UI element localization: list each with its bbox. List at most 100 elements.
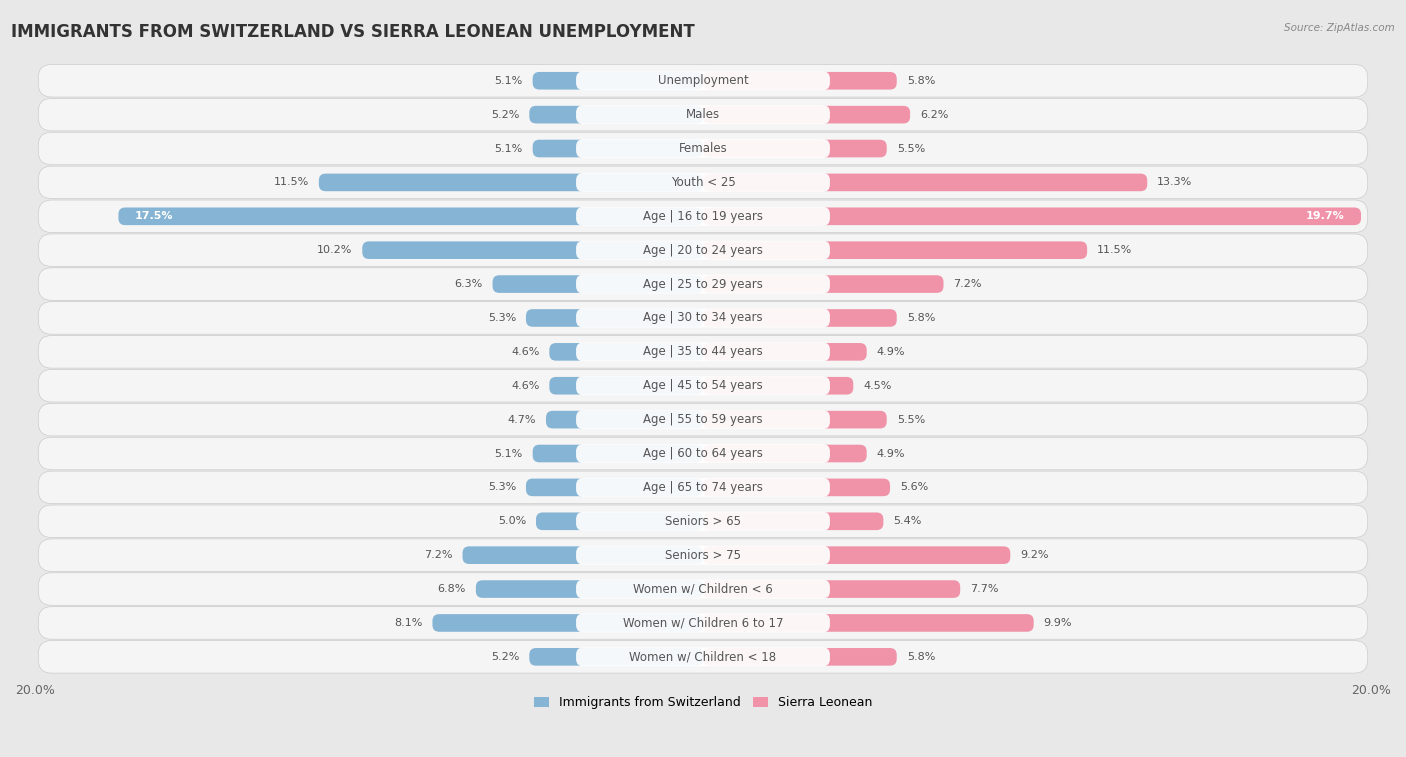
FancyBboxPatch shape (475, 581, 703, 598)
FancyBboxPatch shape (38, 640, 1368, 673)
FancyBboxPatch shape (533, 444, 703, 463)
Text: 5.8%: 5.8% (907, 652, 935, 662)
Text: Women w/ Children < 18: Women w/ Children < 18 (630, 650, 776, 663)
Text: 5.0%: 5.0% (498, 516, 526, 526)
FancyBboxPatch shape (703, 444, 866, 463)
Text: Youth < 25: Youth < 25 (671, 176, 735, 189)
FancyBboxPatch shape (38, 539, 1368, 572)
FancyBboxPatch shape (703, 140, 887, 157)
Text: 5.5%: 5.5% (897, 415, 925, 425)
Text: 6.3%: 6.3% (454, 279, 482, 289)
Text: Age | 65 to 74 years: Age | 65 to 74 years (643, 481, 763, 494)
FancyBboxPatch shape (533, 140, 703, 157)
FancyBboxPatch shape (703, 478, 890, 496)
FancyBboxPatch shape (703, 241, 1087, 259)
FancyBboxPatch shape (576, 308, 830, 328)
Text: 5.1%: 5.1% (495, 76, 523, 86)
Text: 4.9%: 4.9% (877, 448, 905, 459)
FancyBboxPatch shape (576, 241, 830, 260)
Text: 5.3%: 5.3% (488, 482, 516, 492)
Text: IMMIGRANTS FROM SWITZERLAND VS SIERRA LEONEAN UNEMPLOYMENT: IMMIGRANTS FROM SWITZERLAND VS SIERRA LE… (11, 23, 695, 41)
FancyBboxPatch shape (529, 106, 703, 123)
FancyBboxPatch shape (463, 547, 703, 564)
FancyBboxPatch shape (576, 613, 830, 632)
FancyBboxPatch shape (576, 478, 830, 497)
Text: Age | 16 to 19 years: Age | 16 to 19 years (643, 210, 763, 223)
Text: 5.5%: 5.5% (897, 144, 925, 154)
FancyBboxPatch shape (576, 444, 830, 463)
FancyBboxPatch shape (576, 139, 830, 158)
FancyBboxPatch shape (703, 581, 960, 598)
FancyBboxPatch shape (550, 377, 703, 394)
Text: Age | 30 to 34 years: Age | 30 to 34 years (643, 311, 763, 325)
FancyBboxPatch shape (703, 72, 897, 89)
Text: Source: ZipAtlas.com: Source: ZipAtlas.com (1284, 23, 1395, 33)
Text: Age | 45 to 54 years: Age | 45 to 54 years (643, 379, 763, 392)
Text: 10.2%: 10.2% (316, 245, 353, 255)
Text: Age | 25 to 29 years: Age | 25 to 29 years (643, 278, 763, 291)
Text: 4.6%: 4.6% (510, 381, 540, 391)
Text: Females: Females (679, 142, 727, 155)
FancyBboxPatch shape (38, 132, 1368, 165)
FancyBboxPatch shape (38, 166, 1368, 198)
Text: 4.6%: 4.6% (510, 347, 540, 357)
FancyBboxPatch shape (576, 275, 830, 294)
FancyBboxPatch shape (38, 268, 1368, 301)
Text: 5.4%: 5.4% (893, 516, 922, 526)
FancyBboxPatch shape (529, 648, 703, 665)
FancyBboxPatch shape (703, 411, 887, 428)
Text: 5.1%: 5.1% (495, 144, 523, 154)
Text: 11.5%: 11.5% (274, 177, 309, 188)
FancyBboxPatch shape (576, 512, 830, 531)
FancyBboxPatch shape (363, 241, 703, 259)
Text: 7.2%: 7.2% (425, 550, 453, 560)
FancyBboxPatch shape (38, 234, 1368, 266)
FancyBboxPatch shape (576, 207, 830, 226)
Text: 6.2%: 6.2% (920, 110, 949, 120)
FancyBboxPatch shape (536, 512, 703, 530)
FancyBboxPatch shape (38, 335, 1368, 368)
Text: 5.6%: 5.6% (900, 482, 928, 492)
FancyBboxPatch shape (38, 64, 1368, 97)
FancyBboxPatch shape (703, 276, 943, 293)
FancyBboxPatch shape (38, 606, 1368, 639)
FancyBboxPatch shape (576, 342, 830, 361)
Text: 9.2%: 9.2% (1021, 550, 1049, 560)
FancyBboxPatch shape (703, 547, 1011, 564)
Text: Males: Males (686, 108, 720, 121)
FancyBboxPatch shape (38, 302, 1368, 335)
FancyBboxPatch shape (433, 614, 703, 632)
FancyBboxPatch shape (38, 573, 1368, 606)
FancyBboxPatch shape (526, 478, 703, 496)
Text: 6.8%: 6.8% (437, 584, 465, 594)
FancyBboxPatch shape (703, 343, 866, 360)
FancyBboxPatch shape (576, 71, 830, 90)
FancyBboxPatch shape (118, 207, 703, 225)
FancyBboxPatch shape (546, 411, 703, 428)
Text: 7.2%: 7.2% (953, 279, 981, 289)
FancyBboxPatch shape (38, 403, 1368, 436)
FancyBboxPatch shape (492, 276, 703, 293)
FancyBboxPatch shape (550, 343, 703, 360)
FancyBboxPatch shape (38, 98, 1368, 131)
FancyBboxPatch shape (526, 309, 703, 327)
FancyBboxPatch shape (38, 200, 1368, 232)
Text: 17.5%: 17.5% (135, 211, 174, 221)
Text: Age | 20 to 24 years: Age | 20 to 24 years (643, 244, 763, 257)
FancyBboxPatch shape (576, 546, 830, 565)
FancyBboxPatch shape (576, 580, 830, 599)
FancyBboxPatch shape (703, 173, 1147, 192)
Text: Seniors > 75: Seniors > 75 (665, 549, 741, 562)
FancyBboxPatch shape (576, 410, 830, 429)
Text: Women w/ Children 6 to 17: Women w/ Children 6 to 17 (623, 616, 783, 630)
FancyBboxPatch shape (703, 648, 897, 665)
FancyBboxPatch shape (576, 173, 830, 192)
FancyBboxPatch shape (38, 505, 1368, 537)
FancyBboxPatch shape (38, 369, 1368, 402)
Text: 11.5%: 11.5% (1097, 245, 1132, 255)
FancyBboxPatch shape (533, 72, 703, 89)
Text: Women w/ Children < 6: Women w/ Children < 6 (633, 583, 773, 596)
FancyBboxPatch shape (576, 647, 830, 666)
FancyBboxPatch shape (703, 309, 897, 327)
Text: 7.7%: 7.7% (970, 584, 998, 594)
